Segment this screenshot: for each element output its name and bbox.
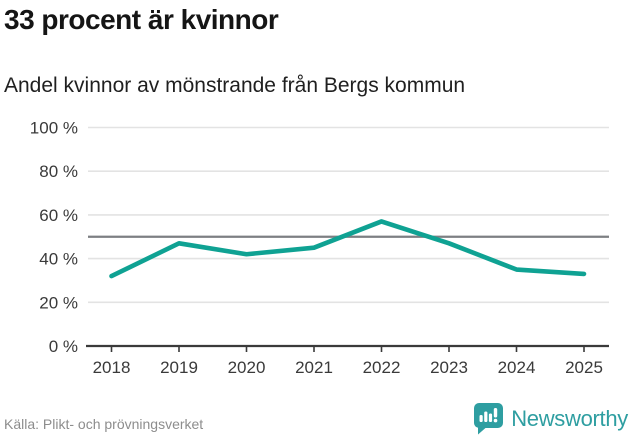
x-axis-label-2022: 2022	[363, 358, 401, 377]
x-axis-label-2023: 2023	[430, 358, 468, 377]
y-axis-label-100: 100 %	[30, 119, 78, 138]
source-text: Källa: Plikt- och prövningsverket	[4, 416, 204, 432]
chart-subtitle: Andel kvinnor av mönstrande från Bergs k…	[4, 74, 466, 97]
newsworthy-logo: Newsworthy	[473, 402, 628, 435]
logo-bubble	[474, 403, 504, 435]
x-axis-label-2025: 2025	[565, 358, 603, 377]
y-axis-label-0: 0 %	[49, 337, 78, 356]
x-axis-label-2024: 2024	[498, 358, 536, 377]
logo-bars	[479, 408, 498, 423]
y-axis-label-40: 40 %	[39, 250, 78, 269]
x-axis-label-2019: 2019	[160, 358, 198, 377]
y-axis-label-20: 20 %	[39, 293, 78, 312]
y-axis-label-60: 60 %	[39, 206, 78, 225]
chart-footer: Källa: Plikt- och prövningsverket Newswo…	[0, 399, 631, 439]
newsworthy-logo-icon	[474, 403, 504, 435]
newsworthy-wordmark: Newsworthy	[511, 405, 628, 431]
x-axis-label-2020: 2020	[228, 358, 266, 377]
y-axis-label-80: 80 %	[39, 162, 78, 181]
x-axis-label-2018: 2018	[93, 358, 131, 377]
x-axis-label-2021: 2021	[295, 358, 333, 377]
page-title: 33 procent är kvinnor	[4, 4, 279, 35]
data-line-Andel kvinnor av mönstrande	[109, 219, 587, 279]
